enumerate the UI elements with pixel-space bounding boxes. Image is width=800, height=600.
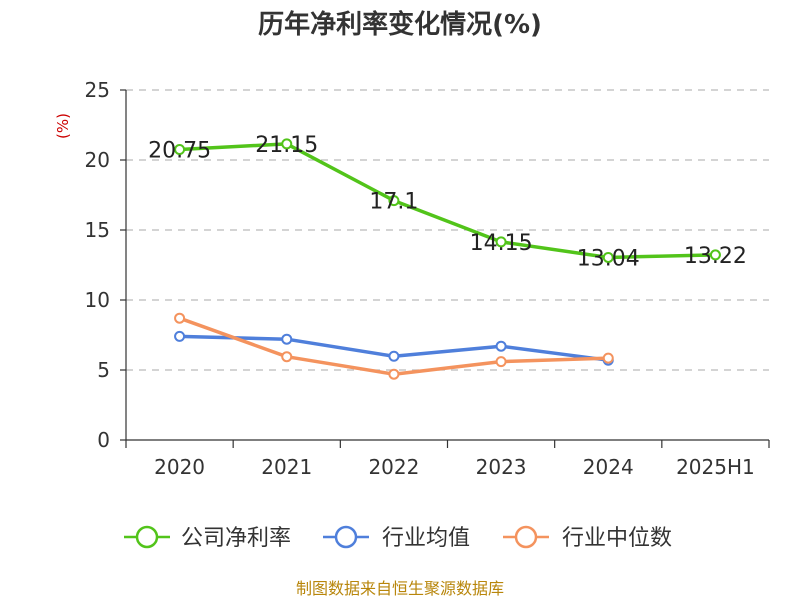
data-point: [388, 368, 400, 380]
legend-label: 行业均值: [382, 526, 470, 551]
legend-marker: [514, 525, 538, 549]
y-tick-label: 25: [85, 78, 110, 102]
data-point: [281, 138, 293, 150]
x-tick-label: 2024: [583, 455, 634, 479]
y-tick-label: 0: [97, 428, 110, 452]
x-tick-label: 2025H1: [676, 455, 755, 479]
data-point: [174, 330, 186, 342]
data-label: 20.75: [148, 139, 211, 164]
data-point: [495, 356, 507, 368]
grid-lines: [126, 89, 769, 371]
series-line: [177, 316, 610, 376]
data-point: [602, 251, 614, 263]
data-point: [388, 195, 400, 207]
x-tick-label: 2022: [368, 455, 419, 479]
data-point: [281, 333, 293, 345]
data-label: 17.1: [369, 190, 418, 215]
series-lines: [174, 138, 721, 380]
y-tick-label: 20: [85, 148, 110, 172]
data-label: 21.15: [255, 133, 318, 158]
data-label: 13.04: [577, 246, 640, 271]
y-tick-label: 15: [85, 218, 110, 242]
x-tick-label: 2021: [261, 455, 312, 479]
axes: 0 5 10 15 20 25 2020 2021 2022 2023 2024 2025H1: [85, 78, 770, 479]
y-tick-label: 10: [85, 288, 110, 312]
data-point: [495, 236, 507, 248]
series-line: [177, 142, 718, 260]
legend-label: 公司净利率: [181, 526, 291, 551]
source-note: 制图数据来自恒生聚源数据库: [296, 579, 504, 598]
legend-marker: [135, 525, 159, 549]
legend-label: 行业中位数: [562, 526, 672, 551]
x-tick-label: 2023: [476, 455, 527, 479]
y-axis-label: (%): [54, 113, 72, 139]
data-point: [174, 312, 186, 324]
data-point: [281, 351, 293, 363]
legend[interactable]: 公司净利率 行业均值 行业中位数: [124, 525, 672, 551]
x-tick-label: 2020: [154, 455, 205, 479]
data-label: 13.22: [684, 244, 747, 269]
data-point: [709, 249, 721, 261]
data-point: [602, 352, 614, 364]
data-labels: 20.75 21.15 17.1 14.15 13.04 13.22: [148, 133, 747, 272]
data-point: [495, 340, 507, 352]
data-point: [174, 144, 186, 155]
legend-marker: [334, 525, 358, 549]
data-label: 14.15: [470, 231, 533, 256]
chart-title: 历年净利率变化情况(%): [258, 9, 542, 40]
y-tick-label: 5: [97, 358, 110, 382]
data-point: [388, 350, 400, 362]
